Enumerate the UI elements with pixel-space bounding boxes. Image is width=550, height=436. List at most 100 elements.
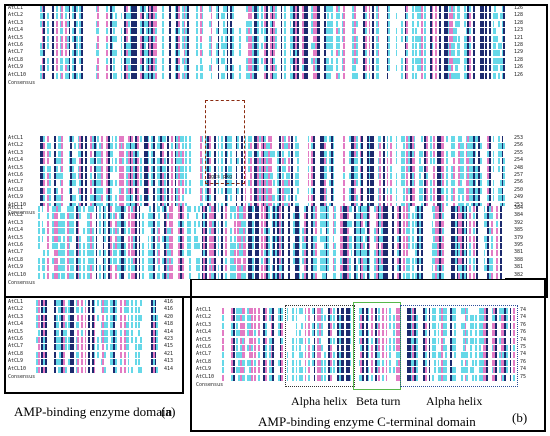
beta-turn-label: Beta turn xyxy=(356,394,401,408)
sequence-track xyxy=(38,195,506,202)
sequence-position: 382 xyxy=(514,271,524,278)
sequence-name: AtCL7 xyxy=(196,351,212,358)
sequence-name: AtCL4 xyxy=(8,227,24,234)
sequence-position: 379 xyxy=(514,234,524,241)
consensus-label: Consensus xyxy=(8,80,36,86)
sequence-track xyxy=(222,315,522,322)
alignment-row: AtCL2 74 xyxy=(196,314,542,322)
sequence-track xyxy=(222,367,522,374)
alignment-block-1: AtCL1 126 AtCL2 128 AtCL3 128 AtCL4 123 AtCL5 121… xyxy=(8,5,540,106)
sequence-name: AtCL5 xyxy=(8,164,24,171)
sequence-position: 129 xyxy=(514,49,524,56)
sequence-position: 395 xyxy=(514,242,524,248)
sequence-position: 385 xyxy=(514,227,524,234)
alignment-row: AtCL8 128 xyxy=(8,56,540,64)
sequence-name: AtCL6 xyxy=(8,242,24,248)
sequence-name: AtCL9 xyxy=(8,194,24,201)
alpha-helix-1-label: Alpha helix xyxy=(291,394,348,408)
sequence-position: 388 xyxy=(514,256,524,263)
sequence-track xyxy=(38,43,506,49)
sequence-position: 126 xyxy=(514,5,524,11)
sequence-position: 253 xyxy=(514,135,524,141)
alignment-row: AtCL3 420 xyxy=(8,314,184,321)
sequence-track xyxy=(36,314,160,321)
sequence-position: 257 xyxy=(514,172,524,178)
consensus-label: Consensus xyxy=(8,280,36,286)
alignment-row: AtCL2 128 xyxy=(8,12,540,20)
sequence-position: 75 xyxy=(520,373,527,380)
sequence-track xyxy=(38,72,506,79)
sequence-name: AtCL1 xyxy=(8,5,24,11)
sequence-track xyxy=(38,265,506,272)
sequence-name: AtCL9 xyxy=(8,358,24,365)
sequence-name: AtCL6 xyxy=(8,336,24,342)
sequence-position: 256 xyxy=(514,142,524,149)
alignment-row: AtCL9 74 xyxy=(196,366,542,374)
sequence-position: 416 xyxy=(164,306,174,313)
alignment-row: AtCL9 381 xyxy=(8,264,540,272)
alignment-row: AtCL3 255 xyxy=(8,150,540,157)
alignment-block-3: AtCL1 384 AtCL2 384 AtCL3 392 AtCL4 385 AtCL5 379… xyxy=(8,205,540,296)
sequence-position: 74 xyxy=(520,307,527,313)
alignment-row: AtCL6 395 xyxy=(8,242,540,249)
sequence-name: AtCL6 xyxy=(8,42,24,48)
sequence-position: 74 xyxy=(520,336,527,343)
alignment-row: AtCL1 416 xyxy=(8,299,184,306)
sequence-name: AtCL10 xyxy=(8,365,27,372)
alignment-row: AtCL4 385 xyxy=(8,227,540,235)
sequence-position: 126 xyxy=(514,71,524,78)
sequence-name: AtCL5 xyxy=(8,34,24,41)
alignment-row: AtCL3 76 xyxy=(196,321,542,329)
sequence-name: AtCL2 xyxy=(8,306,24,313)
sequence-position: 414 xyxy=(164,365,174,372)
sequence-track xyxy=(222,322,522,329)
alignment-row: AtCL3 392 xyxy=(8,219,540,227)
sequence-name: AtCL9 xyxy=(8,64,24,71)
sequence-name: AtCL5 xyxy=(196,336,212,343)
sequence-track xyxy=(38,13,506,20)
sequence-track xyxy=(38,50,506,57)
sequence-name: AtCL7 xyxy=(8,179,24,186)
sequence-name: AtCL4 xyxy=(196,329,212,336)
sequence-name: AtCL3 xyxy=(8,219,24,226)
alignment-block-5: AtCL1 74 AtCL2 74 AtCL3 76 AtCL4 76 AtCL5 74 AtCL6… xyxy=(196,307,542,398)
alignment-row: AtCL10 253 xyxy=(8,201,540,209)
sequence-name: AtCL3 xyxy=(8,19,24,26)
alignment-row: AtCL4 123 xyxy=(8,27,540,35)
alignment-row: AtCL7 129 xyxy=(8,49,540,57)
sequence-position: 248 xyxy=(514,164,524,171)
sequence-position: 250 xyxy=(514,186,524,193)
sequence-track xyxy=(38,220,506,227)
alignment-row: AtCL5 379 xyxy=(8,234,540,242)
alignment-row: AtCL8 388 xyxy=(8,256,540,264)
sequence-position: 413 xyxy=(164,358,174,365)
alignment-row: AtCL9 413 xyxy=(8,358,184,366)
sequence-name: AtCL1 xyxy=(196,307,212,313)
panel-b-frame xyxy=(190,278,546,432)
sequence-name: AtCL3 xyxy=(196,321,212,328)
sequence-track xyxy=(38,250,506,257)
panel-a-lower-frame xyxy=(4,296,184,394)
sequence-position: 128 xyxy=(514,56,524,63)
alignment-row: AtCL3 128 xyxy=(8,19,540,27)
alignment-row: AtCL5 414 xyxy=(8,329,184,336)
alignment-row: AtCL2 384 xyxy=(8,212,540,220)
alpha-helix-2-label: Alpha helix xyxy=(426,394,483,408)
sequence-position: 423 xyxy=(164,336,174,342)
motif-label: ggts pkg xyxy=(208,174,233,180)
alpha-helix-2-box xyxy=(400,305,518,387)
sequence-track xyxy=(36,366,160,373)
alignment-row: AtCL8 76 xyxy=(196,359,542,366)
c-domain-label: AMP-binding enzyme C-terminal domain xyxy=(258,414,476,429)
alpha-helix-1-box xyxy=(285,305,355,387)
sequence-track xyxy=(38,202,506,209)
sequence-position: 74 xyxy=(520,314,527,321)
sequence-track xyxy=(38,57,506,64)
sequence-track xyxy=(36,322,160,329)
sequence-track xyxy=(38,6,506,12)
sequence-position: 253 xyxy=(514,201,524,208)
sequence-position: 249 xyxy=(514,194,524,201)
alignment-row: AtCL8 421 xyxy=(8,351,184,358)
sequence-track xyxy=(36,351,160,358)
sequence-track xyxy=(38,272,506,279)
